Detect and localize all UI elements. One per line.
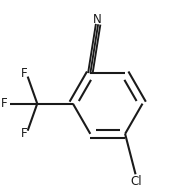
Text: F: F (21, 67, 28, 81)
Text: N: N (93, 12, 102, 26)
Text: F: F (1, 97, 7, 110)
Text: Cl: Cl (131, 175, 142, 188)
Text: F: F (21, 127, 28, 140)
